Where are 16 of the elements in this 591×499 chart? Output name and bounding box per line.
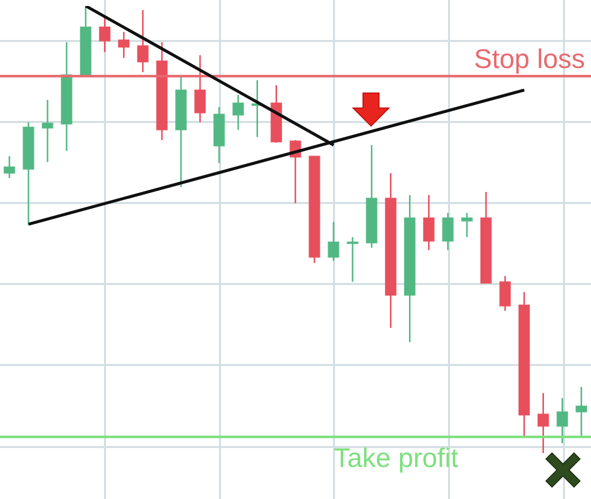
- candlestick: [42, 99, 54, 163]
- candlestick: [137, 9, 149, 73]
- candlestick: [423, 194, 435, 251]
- candlestick: [98, 17, 110, 53]
- candlestick: [4, 155, 16, 179]
- candlestick: [442, 212, 454, 251]
- candlestick: [194, 54, 206, 123]
- candlestick: [328, 221, 340, 262]
- ref-line-label: Take profit: [334, 442, 459, 473]
- candlestick: [232, 94, 244, 131]
- candlestick: [461, 212, 473, 238]
- candlestick: [537, 392, 549, 453]
- candlestick: [346, 236, 358, 283]
- candlestick: [556, 397, 568, 444]
- candlestick: [118, 31, 130, 59]
- ref-line-label: Stop loss: [474, 44, 585, 74]
